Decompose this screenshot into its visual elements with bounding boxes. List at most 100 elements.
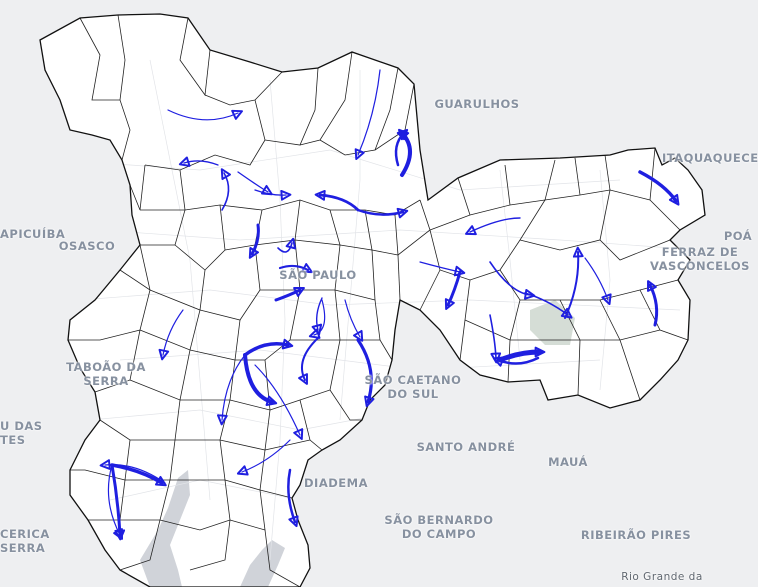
flow-arrow bbox=[465, 217, 521, 236]
water-reservoir bbox=[140, 470, 190, 587]
flow-arrow bbox=[638, 170, 680, 206]
district-boundary bbox=[264, 67, 319, 146]
district-boundary bbox=[159, 479, 231, 531]
district-boundary bbox=[329, 389, 362, 421]
district-boundary bbox=[397, 254, 401, 301]
flow-arrow bbox=[298, 337, 319, 385]
flow-arrow bbox=[311, 297, 323, 336]
street-line bbox=[99, 229, 701, 251]
place-label-ribeirao-pires: RIBEIRÃO PIRES bbox=[580, 528, 692, 542]
flow-arrow bbox=[110, 463, 167, 487]
flow-arrow bbox=[243, 353, 278, 406]
district-boundary bbox=[119, 519, 161, 571]
district-boundary bbox=[429, 199, 546, 281]
flow-arrows-layer bbox=[99, 69, 680, 541]
flow-arrow bbox=[287, 468, 299, 528]
district-boundary bbox=[264, 529, 301, 587]
place-label-carapicuiba: APICUÍBA bbox=[0, 227, 66, 241]
flow-arrow bbox=[158, 309, 184, 361]
street-line bbox=[79, 289, 681, 311]
flow-arrow bbox=[178, 156, 219, 167]
street-line bbox=[59, 149, 621, 191]
place-label-santo-andre: SANTO ANDRÉ bbox=[416, 440, 516, 454]
district-boundary bbox=[189, 519, 231, 571]
flow-arrow bbox=[308, 299, 326, 339]
district-boundary bbox=[235, 289, 301, 361]
district-boundary bbox=[604, 154, 611, 191]
place-label-poa: POÁ bbox=[723, 229, 753, 243]
district-boundary bbox=[174, 204, 226, 271]
flow-arrow bbox=[356, 207, 409, 219]
street-line bbox=[499, 169, 521, 361]
flow-arrow bbox=[220, 168, 232, 211]
place-label-embu: U DAS TES bbox=[0, 419, 43, 447]
district-boundary bbox=[599, 189, 611, 241]
district-boundary bbox=[429, 189, 681, 231]
street-line bbox=[119, 349, 601, 371]
district-boundary bbox=[499, 269, 679, 301]
street-line bbox=[339, 70, 361, 421]
flow-arrow bbox=[314, 189, 360, 212]
place-label-rio-grande: Rio Grande da bbox=[621, 571, 703, 583]
place-label-sao-caetano: SÃO CAETANO DO SUL bbox=[364, 373, 462, 401]
place-label-ferraz: FERRAZ DE VASCONCELOS bbox=[650, 245, 750, 273]
street-line bbox=[269, 79, 286, 561]
place-label-sao-bernardo: SÃO BERNARDO DO CAMPO bbox=[384, 513, 494, 541]
flow-arrow bbox=[419, 261, 466, 277]
district-boundary bbox=[504, 164, 511, 206]
place-label-itapecerica: CERICA SERRA bbox=[0, 527, 50, 555]
flow-arrow bbox=[584, 257, 612, 306]
flow-arrow bbox=[492, 356, 540, 367]
district-boundary bbox=[99, 399, 181, 441]
flow-arrow bbox=[237, 171, 273, 196]
place-label-maua: MAUÁ bbox=[548, 455, 588, 469]
district-boundary bbox=[574, 157, 581, 196]
flow-arrow bbox=[647, 280, 659, 327]
flow-arrow bbox=[274, 287, 305, 302]
district-boundary bbox=[144, 99, 266, 171]
flow-arrow bbox=[344, 299, 364, 342]
place-label-osasco: OSASCO bbox=[58, 239, 116, 253]
flow-arrow bbox=[99, 459, 166, 484]
flow-arrow bbox=[254, 189, 292, 201]
flow-arrow bbox=[278, 263, 313, 274]
street-line bbox=[599, 169, 611, 391]
flow-arrow bbox=[489, 314, 502, 364]
flow-arrow bbox=[356, 338, 375, 408]
flow-arrow bbox=[354, 69, 381, 161]
flow-arrow bbox=[277, 237, 297, 253]
flow-arrow bbox=[167, 109, 243, 121]
district-boundary bbox=[419, 269, 441, 311]
district-boundary bbox=[70, 439, 131, 481]
district-boundary bbox=[259, 489, 293, 499]
flow-arrow bbox=[524, 292, 573, 319]
place-label-taboao: TABOÃO DA SERRA bbox=[66, 360, 146, 388]
city-region bbox=[39, 13, 706, 587]
district-boundary bbox=[649, 147, 656, 201]
place-label-guarulhos: GUARULHOS bbox=[434, 97, 520, 111]
place-label-itaquaquecetuba: ITAQUAQUECE bbox=[662, 151, 758, 165]
flow-arrow bbox=[394, 128, 409, 167]
flow-arrow bbox=[216, 354, 246, 426]
flow-arrow bbox=[243, 338, 294, 357]
place-label-diadema: DIADEMA bbox=[304, 476, 368, 490]
water-reservoir-2 bbox=[240, 540, 285, 587]
place-label-sao-paulo: SÃO PAULO bbox=[279, 268, 357, 282]
district-boundary bbox=[544, 159, 556, 201]
district-boundary bbox=[204, 71, 283, 106]
flow-arrow bbox=[254, 364, 304, 441]
flow-arrow bbox=[248, 223, 260, 259]
district-boundary bbox=[68, 289, 151, 341]
district-boundary bbox=[79, 17, 120, 101]
district-boundary bbox=[179, 17, 211, 97]
district-boundary bbox=[140, 169, 186, 246]
district-boundary bbox=[464, 319, 661, 341]
flow-arrow bbox=[236, 439, 291, 476]
district-boundary bbox=[199, 244, 261, 321]
district-boundary bbox=[264, 439, 311, 451]
flow-arrow bbox=[107, 464, 124, 540]
district-boundary bbox=[299, 51, 353, 146]
street-line bbox=[89, 409, 381, 431]
